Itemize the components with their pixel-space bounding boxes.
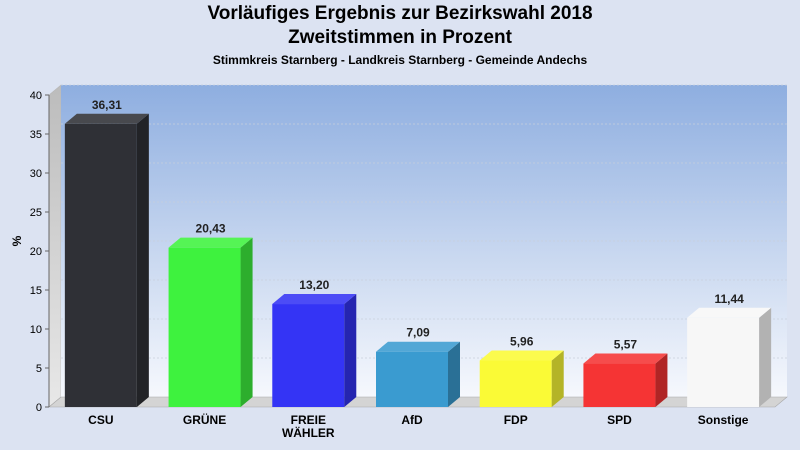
y-tick-label: 0 — [36, 402, 42, 414]
x-tick-label: WÄHLER — [282, 425, 335, 440]
x-tick-label: FDP — [504, 413, 528, 427]
bar-value-label: 36,31 — [92, 98, 122, 112]
bar-top — [64, 113, 149, 124]
y-axis-label: % — [10, 235, 24, 246]
bar-front — [479, 360, 552, 407]
bar-side — [136, 113, 149, 408]
chart-subtitle: Zweitstimmen in Prozent — [288, 27, 512, 48]
y-tick-label: 20 — [30, 246, 42, 258]
bar-side — [344, 294, 357, 407]
x-tick-label: SPD — [607, 413, 632, 427]
plot-side-wall — [48, 84, 62, 408]
y-tick-label: 25 — [30, 207, 42, 219]
x-tick-label: AfD — [401, 413, 423, 427]
bar-afd — [376, 341, 460, 407]
y-tick-label: 30 — [30, 168, 42, 180]
bar-front — [376, 351, 448, 407]
bar-front — [168, 247, 241, 407]
bar-front — [583, 363, 656, 407]
bar-top — [479, 350, 564, 361]
bar-top — [376, 341, 460, 352]
x-tick-label: CSU — [88, 413, 113, 427]
bar-side — [655, 353, 668, 407]
bar-top — [687, 307, 772, 318]
x-tick-label: GRÜNE — [183, 412, 226, 427]
bar-side — [759, 307, 772, 407]
bar-gr-ne — [168, 237, 253, 407]
bar-side — [448, 341, 460, 407]
bar-fdp — [479, 350, 564, 407]
bar-top — [168, 237, 253, 248]
x-tick-label: Sonstige — [698, 413, 749, 427]
y-tick-label: 35 — [30, 129, 42, 141]
bar-side — [551, 350, 564, 407]
bar-front — [64, 123, 137, 408]
y-tick-label: 40 — [30, 90, 42, 102]
bar-value-label: 20,43 — [196, 222, 226, 236]
bar-front — [272, 304, 345, 407]
bar-value-label: 7,09 — [406, 326, 430, 340]
bar-csu — [64, 113, 149, 408]
bar-top — [272, 294, 357, 305]
y-tick-label: 5 — [36, 363, 42, 375]
bar-value-label: 13,20 — [299, 278, 329, 292]
x-tick-label: FREIE — [291, 413, 326, 427]
bar-sonstige — [687, 307, 772, 407]
bar-side — [240, 237, 253, 407]
bar-value-label: 5,57 — [614, 338, 638, 352]
bar-freie-w-hler — [272, 294, 357, 407]
bar-front — [687, 317, 760, 407]
chart-location-subtitle: Stimmkreis Starnberg - Landkreis Starnbe… — [212, 53, 588, 67]
bar-value-label: 11,44 — [714, 292, 744, 306]
bar-top — [583, 353, 668, 364]
chart-title: Vorläufiges Ergebnis zur Bezirkswahl 201… — [207, 3, 593, 24]
y-tick-label: 15 — [30, 285, 42, 297]
bar-value-label: 5,96 — [510, 335, 534, 349]
bar-spd — [583, 353, 668, 407]
y-tick-label: 10 — [30, 324, 42, 336]
